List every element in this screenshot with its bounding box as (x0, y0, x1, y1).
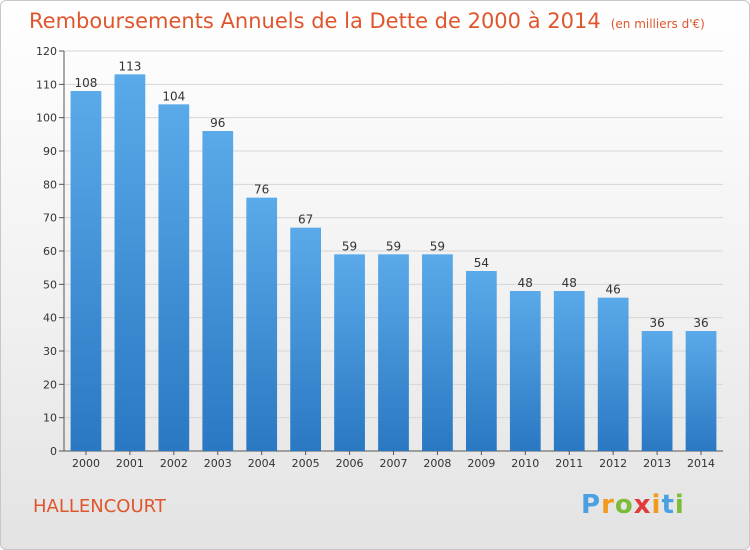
value-label: 59 (342, 239, 357, 253)
city-name: HALLENCOURT (33, 496, 166, 517)
x-tick-label: 2000 (72, 457, 100, 470)
x-tick-label: 2004 (248, 457, 276, 470)
bar-2010 (509, 291, 541, 451)
logo-letter: t (661, 490, 675, 520)
bar-2008 (422, 254, 453, 451)
y-tick-label: 10 (43, 412, 57, 425)
value-label: 113 (118, 59, 141, 73)
value-label: 59 (386, 239, 401, 253)
y-tick-label: 110 (36, 78, 57, 91)
y-tick-label: 40 (43, 312, 57, 325)
value-label: 59 (430, 239, 445, 253)
logo-letter: P (581, 490, 602, 520)
x-tick-label: 2007 (380, 457, 408, 470)
x-tick-label: 2005 (292, 457, 320, 470)
value-label: 76 (254, 183, 269, 197)
y-tick-label: 120 (36, 45, 57, 58)
x-tick-label: 2002 (160, 457, 188, 470)
chart-title: Remboursements Annuels de la Dette de 20… (29, 9, 601, 33)
value-label: 96 (210, 116, 225, 130)
x-tick-label: 2012 (599, 457, 627, 470)
y-tick-label: 20 (43, 378, 57, 391)
logo-letter: o (614, 490, 634, 520)
value-label: 36 (649, 316, 664, 330)
bar-2005 (290, 227, 322, 451)
value-label: 46 (606, 283, 621, 297)
logo-letter: i (674, 490, 685, 520)
bar-2001 (114, 74, 146, 451)
bar-2003 (202, 131, 234, 451)
value-label: 48 (562, 276, 577, 290)
proxiti-logo[interactable]: Proxiti (581, 490, 685, 520)
y-tick-label: 50 (43, 278, 57, 291)
y-tick-label: 90 (43, 145, 57, 158)
x-tick-label: 2014 (687, 457, 715, 470)
logo-letter: i (651, 490, 662, 520)
value-label: 54 (474, 256, 489, 270)
y-tick-label: 100 (36, 112, 57, 125)
bar-2000 (70, 91, 102, 451)
y-tick-label: 30 (43, 345, 57, 358)
bar-2009 (465, 271, 497, 451)
x-tick-label: 2010 (511, 457, 539, 470)
x-tick-label: 2008 (423, 457, 451, 470)
bar-2002 (158, 104, 190, 451)
logo-letter: x (633, 490, 652, 520)
x-tick-label: 2006 (336, 457, 364, 470)
x-tick-label: 2001 (116, 457, 144, 470)
bar-2013 (641, 331, 673, 451)
bar-2007 (378, 254, 409, 451)
title-row: Remboursements Annuels de la Dette de 20… (29, 9, 705, 33)
value-label: 108 (75, 76, 98, 90)
x-tick-label: 2009 (467, 457, 495, 470)
bar-2006 (334, 254, 365, 451)
bar-2011 (553, 291, 585, 451)
y-tick-label: 70 (43, 212, 57, 225)
value-label: 67 (298, 213, 313, 227)
bar-2012 (597, 297, 629, 451)
x-tick-label: 2011 (555, 457, 583, 470)
x-tick-label: 2003 (204, 457, 232, 470)
value-label: 104 (162, 89, 185, 103)
unit-note: (en milliers d'€) (610, 17, 705, 31)
value-label: 48 (518, 276, 533, 290)
logo-letter: r (601, 490, 615, 520)
bar-2014 (685, 331, 717, 451)
y-tick-label: 0 (50, 445, 57, 458)
x-tick-label: 2013 (643, 457, 671, 470)
value-label: 36 (693, 316, 708, 330)
y-tick-label: 80 (43, 178, 57, 191)
bar-2004 (246, 197, 278, 451)
y-tick-label: 60 (43, 245, 57, 258)
